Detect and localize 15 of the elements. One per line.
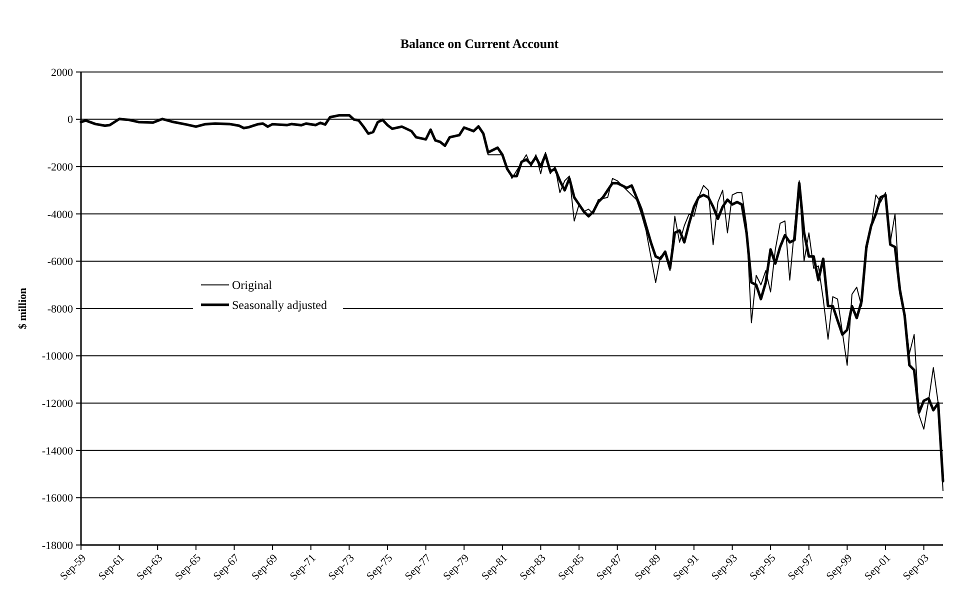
y-tick-label: -16000 bbox=[42, 492, 74, 505]
y-tick-label: -2000 bbox=[47, 161, 74, 174]
y-tick-label: -14000 bbox=[42, 445, 74, 458]
y-tick-label: -12000 bbox=[42, 398, 74, 410]
y-tick-label: -6000 bbox=[47, 256, 74, 268]
y-tick-label: 0 bbox=[68, 114, 74, 126]
chart-title: Balance on Current Account bbox=[400, 36, 560, 51]
legend-label: Seasonally adjusted bbox=[232, 298, 327, 312]
y-tick-label: -10000 bbox=[42, 350, 74, 363]
y-tick-label: -18000 bbox=[42, 540, 74, 552]
legend-label: Original bbox=[232, 278, 273, 292]
y-tick-label: 2000 bbox=[51, 66, 74, 79]
y-tick-label: -8000 bbox=[47, 303, 74, 316]
y-tick-label: -4000 bbox=[47, 208, 74, 221]
y-axis-title: $ million bbox=[17, 288, 29, 330]
